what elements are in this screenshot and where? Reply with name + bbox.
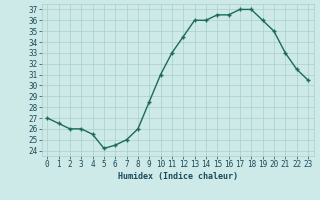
X-axis label: Humidex (Indice chaleur): Humidex (Indice chaleur) xyxy=(118,172,237,181)
